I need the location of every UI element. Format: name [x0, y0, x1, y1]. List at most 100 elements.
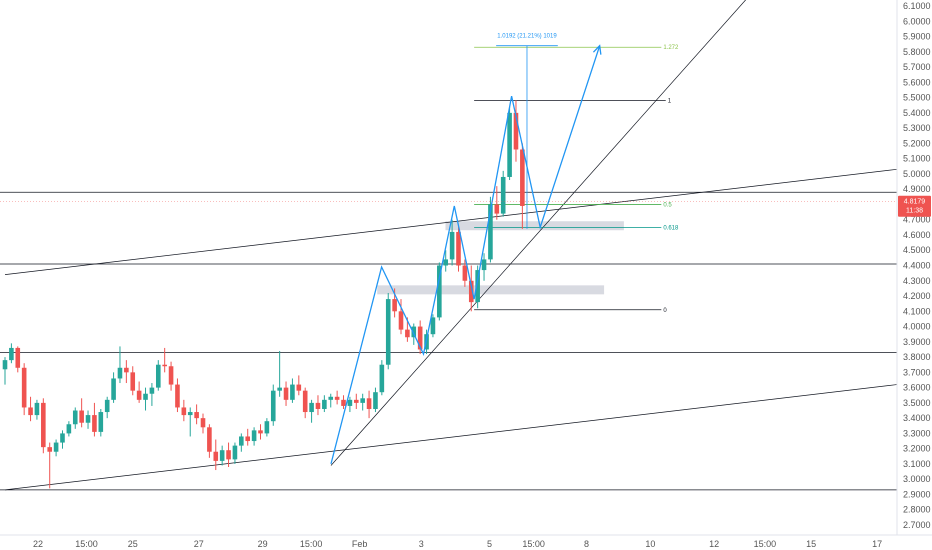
candle — [85, 410, 91, 429]
price-tick-label: 5.9000 — [903, 32, 931, 42]
candle — [219, 445, 225, 466]
candle — [162, 347, 167, 373]
candle — [2, 357, 8, 385]
projection-pattern — [330, 44, 602, 465]
price-tick-label: 2.7000 — [903, 520, 931, 530]
candle-body — [296, 384, 302, 391]
candle-body — [405, 329, 410, 338]
candle — [334, 390, 340, 405]
candle — [72, 407, 78, 429]
candle-body — [290, 384, 295, 400]
candle-body — [28, 407, 33, 416]
candle — [258, 424, 263, 440]
candle-body — [168, 366, 174, 385]
candle-body — [47, 447, 53, 452]
candle-body — [462, 265, 468, 281]
price-tick-label: 5.3000 — [903, 123, 931, 133]
candle-body — [437, 265, 442, 318]
last-price-value: 4.8179 — [904, 199, 926, 206]
candle — [283, 381, 289, 406]
time-tick-label: 15:00 — [754, 539, 777, 549]
fib-label-0-5: 0.5 — [663, 202, 672, 208]
candle — [9, 343, 14, 364]
time-tick-label: 3 — [419, 539, 424, 549]
candle — [462, 259, 468, 287]
candle-body — [72, 410, 78, 425]
candle-body — [111, 378, 116, 400]
candle — [194, 404, 199, 425]
candle-body — [481, 259, 487, 271]
candle-body — [130, 372, 136, 391]
candle — [360, 393, 365, 411]
candle — [437, 262, 442, 321]
candle — [213, 439, 219, 471]
candle — [398, 299, 404, 335]
candle-body — [245, 436, 251, 442]
time-tick-label: 15:00 — [75, 539, 98, 549]
candle — [149, 383, 155, 406]
candle — [488, 196, 493, 263]
candle — [322, 395, 327, 413]
horizontal-levels — [0, 191, 897, 491]
price-tick-label: 5.8000 — [903, 47, 931, 57]
candle-body — [328, 396, 334, 400]
candle-body — [443, 259, 449, 266]
candle — [449, 219, 455, 266]
candle-body — [2, 360, 8, 370]
price-tick-label: 4.5000 — [903, 245, 931, 255]
candle — [239, 433, 244, 452]
price-axis[interactable]: 2.7000 2.8000 2.9000 3.0000 3.1000 3.2000 3.30… — [903, 1, 931, 530]
candle — [21, 363, 27, 416]
candle — [500, 170, 506, 217]
fib-label-0: 0 — [663, 308, 667, 314]
candle-body — [322, 399, 327, 409]
fib-label-1-272: 1.272 — [663, 45, 679, 51]
price-tick-label: 3.6000 — [903, 383, 931, 393]
candle — [111, 372, 116, 403]
price-tick-label: 5.6000 — [903, 77, 931, 87]
candle-body — [66, 424, 72, 434]
candle — [245, 428, 251, 446]
candle-body — [60, 433, 65, 443]
candle-body — [379, 364, 385, 393]
candle — [430, 314, 436, 338]
fib-label-0-618: 0.618 — [663, 225, 679, 231]
time-axis[interactable]: 22 15:00 25 27 29 15:00 Feb 3 5 15:00 8 10 12 15:00 15… — [33, 539, 882, 549]
fib-label-1: 1 — [668, 99, 672, 105]
candle — [373, 387, 378, 413]
price-tick-label: 3.8000 — [903, 352, 931, 362]
candle — [296, 375, 302, 396]
candle — [60, 430, 65, 449]
candle-body — [104, 399, 110, 413]
candle-body — [385, 299, 391, 365]
candle-body — [353, 399, 359, 403]
candle-body — [494, 204, 500, 214]
candle — [130, 366, 136, 396]
price-tick-label: 4.9000 — [903, 184, 931, 194]
candle-body — [136, 390, 142, 400]
candle-body — [456, 231, 461, 266]
candle-body — [239, 436, 244, 446]
pattern-arrowhead — [592, 44, 602, 55]
price-tick-label: 4.2000 — [903, 291, 931, 301]
candle — [309, 399, 314, 423]
candle — [226, 442, 231, 467]
candle — [66, 421, 72, 437]
candle-body — [41, 402, 46, 448]
price-tick-label: 5.4000 — [903, 108, 931, 118]
price-tick-label: 4.0000 — [903, 322, 931, 332]
candle-body — [398, 311, 404, 330]
candle — [28, 396, 33, 422]
time-tick-label: 17 — [872, 539, 882, 549]
price-tick-label: 5.5000 — [903, 93, 931, 103]
candle-body — [315, 402, 321, 409]
candle-body — [117, 367, 123, 379]
last-price-box — [898, 195, 931, 217]
candle — [315, 395, 321, 416]
price-tick-label: 6.0000 — [903, 16, 931, 26]
candle — [366, 390, 372, 419]
candle — [47, 442, 53, 489]
candle-body — [417, 326, 423, 350]
candle — [507, 106, 512, 181]
